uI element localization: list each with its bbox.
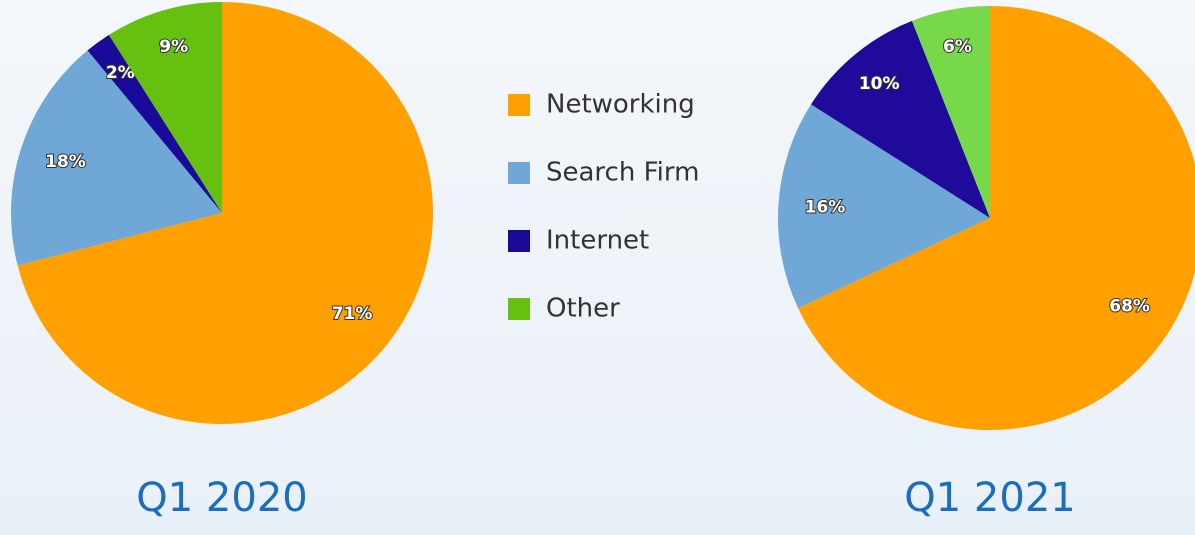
value-label: 9% <box>159 37 188 57</box>
legend-swatch <box>508 94 530 116</box>
value-label: 10% <box>859 74 900 94</box>
pie-slice <box>778 104 990 309</box>
value-label: 18% <box>45 152 86 172</box>
legend-swatch <box>508 298 530 320</box>
pie-slice <box>87 34 222 214</box>
legend-swatch <box>508 230 530 252</box>
pie-slice <box>10 50 222 266</box>
pie-slice <box>108 2 222 213</box>
pie-slice <box>911 6 990 218</box>
pie-title: Q1 2021 <box>904 475 1075 521</box>
pie-slice <box>811 20 990 218</box>
legend-label: Other <box>546 294 620 324</box>
value-label: 6% <box>943 37 972 57</box>
value-label: 71% <box>332 304 373 324</box>
pie-slice <box>798 6 1195 430</box>
pie-slice <box>17 2 433 424</box>
legend-label: Search Firm <box>546 158 699 188</box>
value-label: 68% <box>1109 297 1150 317</box>
legend-label: Networking <box>546 90 695 120</box>
value-label: 2% <box>106 63 135 83</box>
legend-label: Internet <box>546 226 649 256</box>
legend-swatch <box>508 162 530 184</box>
value-label: 16% <box>805 198 846 218</box>
pie-title: Q1 2020 <box>136 475 307 521</box>
